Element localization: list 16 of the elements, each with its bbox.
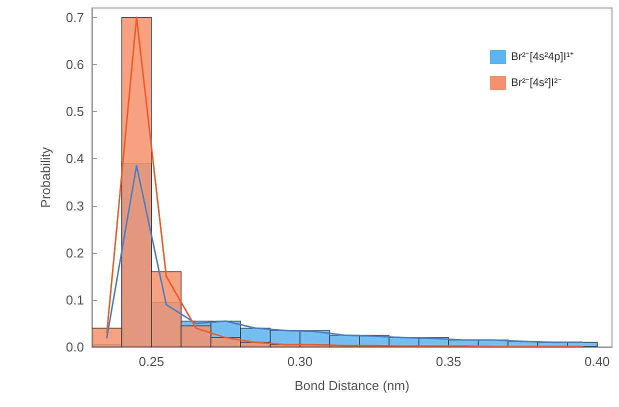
y-tick-label: 0.6 (66, 57, 84, 72)
x-tick-label: 0.25 (138, 354, 164, 369)
y-tick-label: 0.2 (66, 245, 84, 260)
y-tick-label: 0.0 (66, 340, 84, 354)
y-tick-label: 0.1 (66, 292, 84, 308)
legend-label: Br²⁻[4s²]I²⁻ (510, 77, 562, 89)
y-axis-title: Probability (38, 146, 53, 208)
x-tick-label: 0.40 (584, 354, 610, 369)
x-tick-label: 0.35 (436, 354, 462, 369)
y-tick-label: 0.5 (66, 104, 84, 120)
y-tick-label: 0.7 (66, 10, 84, 25)
y-tick-label: 0.4 (66, 151, 84, 166)
y-tick-label: 0.3 (66, 198, 84, 214)
x-tick-label: 0.30 (287, 354, 313, 369)
legend-label: Br²⁻[4s²4p]I¹⁺ (510, 51, 574, 63)
x-axis-title: Bond Distance (nm) (294, 378, 410, 393)
